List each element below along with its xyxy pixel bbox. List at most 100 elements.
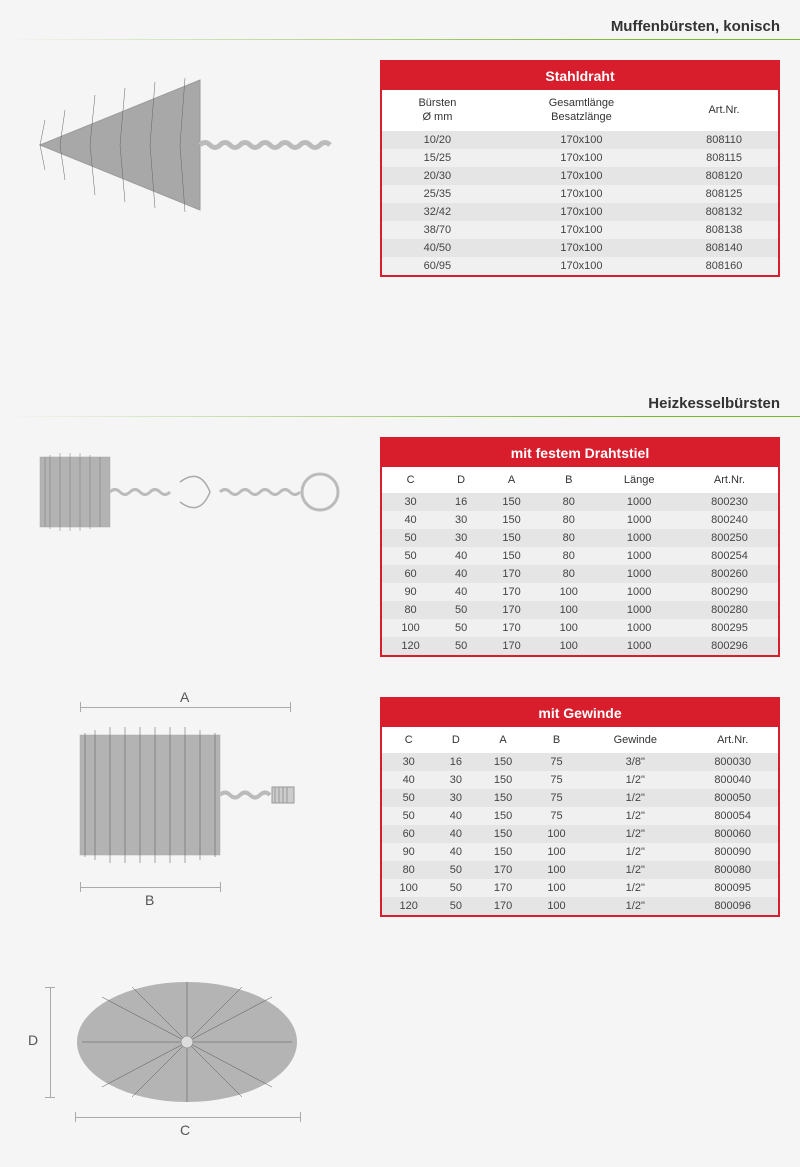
- table-cell: 80: [540, 493, 597, 511]
- table-cell: 150: [476, 843, 529, 861]
- table-cell: 800095: [687, 879, 778, 897]
- table-cell: 50: [382, 529, 439, 547]
- table-title-3: mit Gewinde: [382, 699, 778, 727]
- table-cell: 170x100: [493, 149, 670, 167]
- table-cell: 800060: [687, 825, 778, 843]
- table-cell: 30: [382, 493, 439, 511]
- table-row: 32/42170x100808132: [382, 203, 778, 221]
- table-cell: 170x100: [493, 167, 670, 185]
- table-3: CDABGewindeArt.Nr. 3016150753/8"80003040…: [382, 727, 778, 915]
- table-cell: 120: [382, 637, 439, 655]
- table-stahldraht: Stahldraht BürstenØ mmGesamtlängeBesatzl…: [380, 60, 780, 277]
- table-row: 90401501001/2"800090: [382, 843, 778, 861]
- table-cell: 100: [540, 601, 597, 619]
- table-cell: 100: [382, 619, 439, 637]
- table-header: B: [530, 727, 583, 753]
- table-cell: 800096: [687, 897, 778, 915]
- table-cell: 170: [476, 879, 529, 897]
- table-cell: 50: [435, 897, 476, 915]
- table-cell: 120: [382, 897, 435, 915]
- table-cell: 150: [483, 493, 540, 511]
- table-cell: 60/95: [382, 257, 493, 275]
- table-cell: 30: [382, 753, 435, 771]
- table-cell: 800090: [687, 843, 778, 861]
- table-header: C: [382, 467, 439, 493]
- table-cell: 170: [483, 583, 540, 601]
- table-row: 38/70170x100808138: [382, 221, 778, 239]
- table-cell: 100: [530, 843, 583, 861]
- table-cell: 1000: [597, 601, 681, 619]
- table-cell: 1000: [597, 637, 681, 655]
- table-cell: 40: [439, 565, 483, 583]
- table-cell: 808140: [670, 239, 778, 257]
- table-cell: 808138: [670, 221, 778, 239]
- table-cell: 1/2": [583, 789, 687, 807]
- table-cell: 100: [540, 619, 597, 637]
- table-cell: 1000: [597, 493, 681, 511]
- table-cell: 60: [382, 825, 435, 843]
- table-cell: 50: [382, 789, 435, 807]
- table-cell: 150: [476, 753, 529, 771]
- table-row: 90401701001000800290: [382, 583, 778, 601]
- table-row: 5030150801000800250: [382, 529, 778, 547]
- table-row: 6040170801000800260: [382, 565, 778, 583]
- table-cell: 800240: [681, 511, 778, 529]
- table-cell: 100: [530, 897, 583, 915]
- table-row: 80501701001/2"800080: [382, 861, 778, 879]
- table-cell: 170: [483, 637, 540, 655]
- table-cell: 80: [540, 511, 597, 529]
- table-cell: 80: [540, 547, 597, 565]
- table-cell: 40/50: [382, 239, 493, 257]
- table-row: 5030150751/2"800050: [382, 789, 778, 807]
- table-cell: 80: [382, 861, 435, 879]
- table-cell: 1000: [597, 619, 681, 637]
- table-cell: 170x100: [493, 131, 670, 149]
- table-cell: 800050: [687, 789, 778, 807]
- table-cell: 75: [530, 789, 583, 807]
- table-1: BürstenØ mmGesamtlängeBesatzlängeArt.Nr.…: [382, 90, 778, 275]
- table-cell: 1/2": [583, 825, 687, 843]
- table-row: 25/35170x100808125: [382, 185, 778, 203]
- table-cell: 170: [483, 619, 540, 637]
- table-cell: 1/2": [583, 843, 687, 861]
- table-cell: 150: [476, 825, 529, 843]
- table-row: 5040150751/2"800054: [382, 807, 778, 825]
- table-2: CDABLängeArt.Nr. 30161508010008002304030…: [382, 467, 778, 655]
- threaded-brush-image: [60, 715, 360, 875]
- table-cell: 40: [382, 511, 439, 529]
- section-title-1: Muffenbürsten, konisch: [0, 0, 800, 39]
- section-title-2: Heizkesselbürsten: [0, 377, 800, 416]
- table-cell: 800254: [681, 547, 778, 565]
- table-row: 3016150753/8"800030: [382, 753, 778, 771]
- table-cell: 80: [540, 565, 597, 583]
- table-row: 120501701001/2"800096: [382, 897, 778, 915]
- table-row: 80501701001000800280: [382, 601, 778, 619]
- table-cell: 40: [439, 583, 483, 601]
- table-cell: 800080: [687, 861, 778, 879]
- table-row: 4030150751/2"800040: [382, 771, 778, 789]
- table-cell: 150: [476, 789, 529, 807]
- table-cell: 50: [435, 861, 476, 879]
- table-header: Länge: [597, 467, 681, 493]
- table-cell: 50: [439, 601, 483, 619]
- table-cell: 800250: [681, 529, 778, 547]
- wire-handle-brush-image: [20, 437, 360, 547]
- table-cell: 1/2": [583, 807, 687, 825]
- table-cell: 808132: [670, 203, 778, 221]
- table-cell: 150: [483, 547, 540, 565]
- table-cell: 150: [476, 771, 529, 789]
- table-cell: 15/25: [382, 149, 493, 167]
- table-row: 15/25170x100808115: [382, 149, 778, 167]
- table-cell: 800054: [687, 807, 778, 825]
- table-cell: 90: [382, 583, 439, 601]
- table-cell: 40: [382, 771, 435, 789]
- table-header: D: [439, 467, 483, 493]
- table-cell: 40: [435, 807, 476, 825]
- table-row: 100501701001000800295: [382, 619, 778, 637]
- table-cell: 800260: [681, 565, 778, 583]
- table-cell: 1/2": [583, 861, 687, 879]
- table-cell: 1000: [597, 583, 681, 601]
- table-cell: 800280: [681, 601, 778, 619]
- table-cell: 1000: [597, 511, 681, 529]
- section-2-row-3: D C: [0, 957, 800, 1167]
